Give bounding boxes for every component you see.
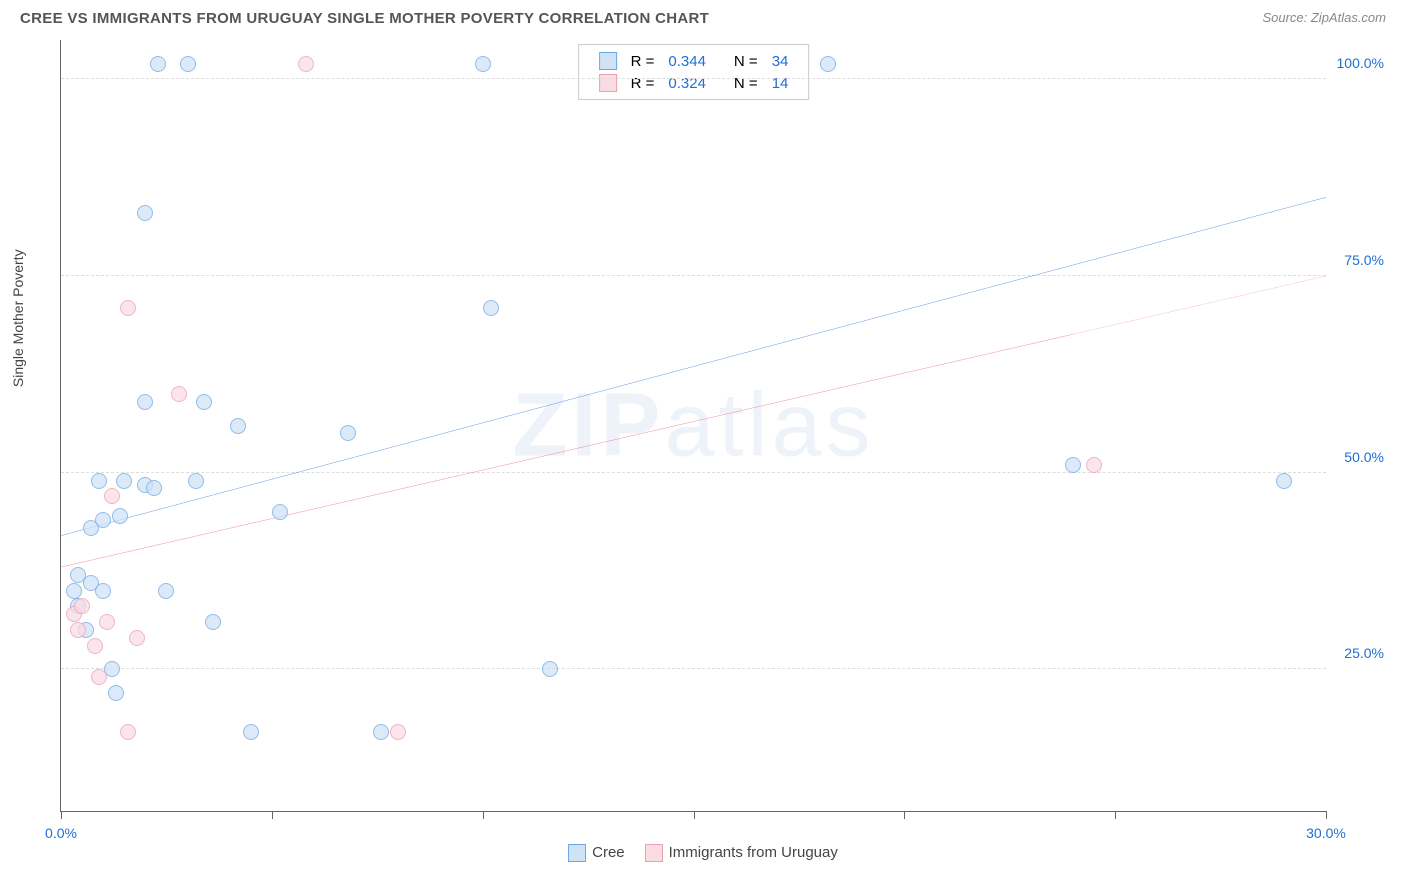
scatter-plot: ZIPatlas R =0.344N =34R =0.324N =14 25.0… bbox=[60, 40, 1326, 812]
data-point bbox=[87, 638, 103, 654]
data-point bbox=[475, 56, 491, 72]
x-tick-label: 30.0% bbox=[1306, 825, 1346, 841]
data-point bbox=[120, 300, 136, 316]
data-point bbox=[137, 205, 153, 221]
legend-n-label: N = bbox=[728, 73, 764, 93]
data-point bbox=[150, 56, 166, 72]
data-point bbox=[390, 724, 406, 740]
data-point bbox=[108, 685, 124, 701]
data-point bbox=[171, 386, 187, 402]
data-point bbox=[373, 724, 389, 740]
series-legend: Cree Immigrants from Uruguay bbox=[60, 844, 1326, 862]
x-tick bbox=[61, 811, 62, 819]
data-point bbox=[180, 56, 196, 72]
legend-r-value: 0.324 bbox=[662, 73, 712, 93]
legend-n-label: N = bbox=[728, 51, 764, 71]
data-point bbox=[1065, 457, 1081, 473]
data-point bbox=[120, 724, 136, 740]
legend-swatch bbox=[599, 74, 617, 92]
data-point bbox=[95, 583, 111, 599]
chart-container: Single Mother Poverty ZIPatlas R =0.344N… bbox=[20, 40, 1386, 872]
trend-overlay bbox=[61, 40, 1326, 811]
data-point bbox=[205, 614, 221, 630]
data-point bbox=[1276, 473, 1292, 489]
x-tick bbox=[272, 811, 273, 819]
data-point bbox=[272, 504, 288, 520]
legend-r-value: 0.344 bbox=[662, 51, 712, 71]
legend-swatch bbox=[568, 844, 586, 862]
gridline bbox=[61, 668, 1326, 669]
x-tick-label: 0.0% bbox=[45, 825, 77, 841]
gridline bbox=[61, 472, 1326, 473]
y-axis-label: Single Mother Poverty bbox=[10, 249, 26, 387]
y-tick-label: 50.0% bbox=[1329, 449, 1384, 465]
data-point bbox=[340, 425, 356, 441]
y-tick-label: 25.0% bbox=[1329, 645, 1384, 661]
legend-r-label: R = bbox=[625, 73, 661, 93]
correlation-legend: R =0.344 N =34 R =0.324 N =14 bbox=[578, 44, 810, 100]
data-point bbox=[104, 488, 120, 504]
y-tick-label: 100.0% bbox=[1329, 55, 1384, 71]
data-point bbox=[542, 661, 558, 677]
data-point bbox=[243, 724, 259, 740]
x-tick bbox=[1326, 811, 1327, 819]
chart-title: CREE VS IMMIGRANTS FROM URUGUAY SINGLE M… bbox=[20, 10, 709, 27]
data-point bbox=[820, 56, 836, 72]
data-point bbox=[70, 567, 86, 583]
data-point bbox=[483, 300, 499, 316]
legend-series-label: Immigrants from Uruguay bbox=[669, 844, 838, 861]
source-attribution: Source: ZipAtlas.com bbox=[1262, 10, 1386, 25]
data-point bbox=[116, 473, 132, 489]
data-point bbox=[95, 512, 111, 528]
data-point bbox=[230, 418, 246, 434]
gridline bbox=[61, 275, 1326, 276]
legend-r-label: R = bbox=[625, 51, 661, 71]
x-tick bbox=[483, 811, 484, 819]
legend-n-value: 14 bbox=[766, 73, 795, 93]
data-point bbox=[158, 583, 174, 599]
legend-series-label: Cree bbox=[592, 844, 625, 861]
data-point bbox=[112, 508, 128, 524]
data-point bbox=[74, 598, 90, 614]
legend-swatch bbox=[599, 52, 617, 70]
data-point bbox=[188, 473, 204, 489]
x-tick bbox=[694, 811, 695, 819]
legend-swatch bbox=[645, 844, 663, 862]
data-point bbox=[70, 622, 86, 638]
data-point bbox=[91, 669, 107, 685]
data-point bbox=[129, 630, 145, 646]
legend-n-value: 34 bbox=[766, 51, 795, 71]
data-point bbox=[91, 473, 107, 489]
data-point bbox=[99, 614, 115, 630]
data-point bbox=[196, 394, 212, 410]
x-tick bbox=[904, 811, 905, 819]
watermark: ZIPatlas bbox=[512, 374, 874, 477]
data-point bbox=[137, 394, 153, 410]
data-point bbox=[298, 56, 314, 72]
source-prefix: Source: bbox=[1262, 10, 1310, 25]
gridline bbox=[61, 78, 1326, 79]
x-tick bbox=[1115, 811, 1116, 819]
data-point bbox=[146, 480, 162, 496]
data-point bbox=[66, 583, 82, 599]
source-name: ZipAtlas.com bbox=[1311, 10, 1386, 25]
data-point bbox=[1086, 457, 1102, 473]
y-tick-label: 75.0% bbox=[1329, 252, 1384, 268]
